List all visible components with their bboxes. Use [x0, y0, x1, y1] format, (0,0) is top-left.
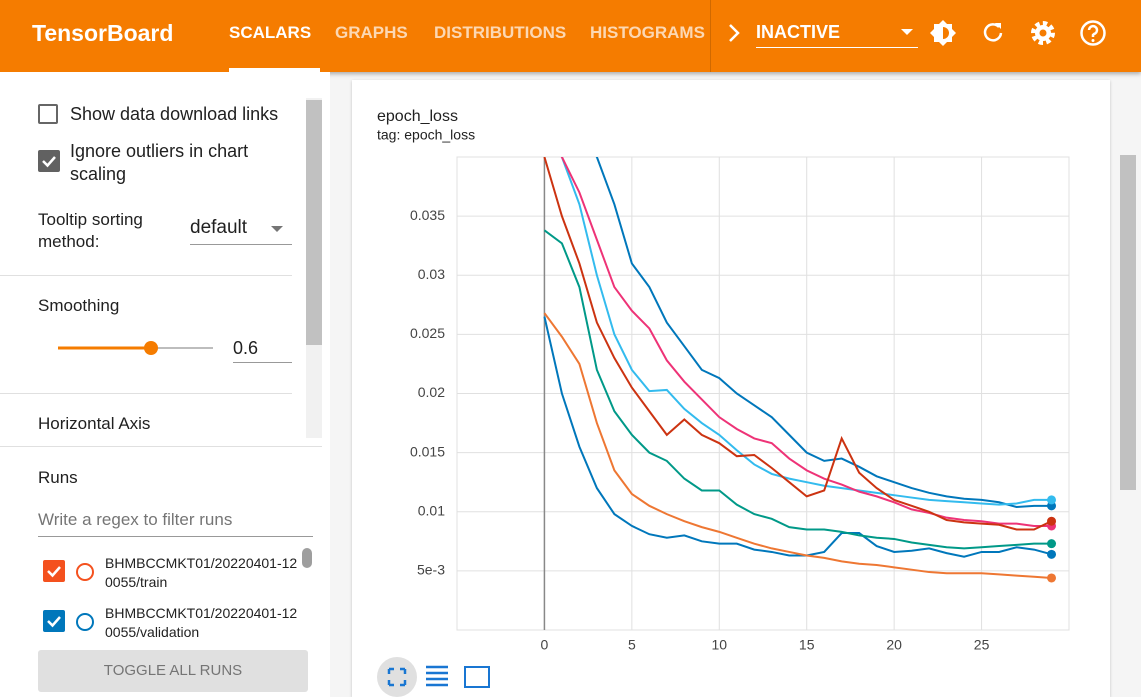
run-color — [76, 563, 94, 581]
x-tick-label: 25 — [974, 637, 990, 653]
series-line — [543, 312, 1052, 579]
last-point — [1047, 549, 1057, 559]
theme-button[interactable] — [928, 18, 958, 48]
tooltip-select[interactable]: default — [190, 217, 248, 238]
last-point — [1047, 573, 1057, 583]
plot-lines — [543, 157, 1057, 583]
tab[interactable]: HISTOGRAMS — [590, 23, 705, 42]
last-point — [1047, 516, 1057, 526]
page-scrollbar[interactable] — [1120, 155, 1136, 490]
y-tick-label: 0.01 — [418, 502, 445, 518]
tab[interactable]: SCALARS — [229, 23, 312, 42]
toolbar-bg — [377, 657, 417, 697]
x-tick-label: 10 — [711, 637, 727, 653]
y-tick-label: 0.015 — [410, 443, 445, 459]
expand-button[interactable] — [387, 667, 407, 687]
checkmark — [47, 616, 61, 628]
input-underline — [233, 362, 292, 363]
last-point — [1047, 539, 1057, 549]
separator — [0, 275, 292, 276]
checkbox-checked[interactable] — [38, 150, 60, 172]
runs-label: Runs — [38, 468, 78, 487]
smoothing-slider[interactable] — [50, 336, 220, 360]
y-tick-label: 0.02 — [418, 384, 445, 400]
separator — [0, 393, 292, 394]
y-tick-label: 5e-3 — [417, 562, 445, 578]
run-checkbox[interactable] — [43, 560, 67, 584]
series-line — [543, 229, 1052, 550]
y-tick-label: 0.035 — [410, 207, 445, 223]
app-title: TensorBoard — [32, 20, 174, 46]
tab-underline — [229, 68, 320, 72]
series-line — [543, 157, 1052, 531]
chart-toolbar — [377, 657, 490, 697]
select-underline — [190, 244, 292, 245]
run-checkbox[interactable] — [43, 610, 67, 634]
run-name: BHMBCCMKT01/20220401-120055/train — [105, 555, 298, 590]
separator — [0, 446, 322, 447]
slider-knob[interactable] — [144, 341, 158, 355]
dropdown-arrow[interactable] — [900, 27, 914, 37]
checkbox-fill — [43, 610, 65, 632]
filter-input[interactable]: Write a regex to filter runs — [38, 510, 233, 529]
run-color — [76, 613, 94, 631]
series-line — [560, 157, 1052, 506]
input-underline — [38, 536, 313, 537]
series-line — [560, 157, 1052, 527]
color-ring — [76, 563, 94, 581]
header: TensorBoard SCALARS GRAPHS DISTRIBUTIONS HI… — [0, 0, 1141, 72]
toggle-all-runs[interactable]: TOGGLE ALL RUNS — [38, 650, 308, 692]
smoothing-value[interactable]: 0.6 — [233, 338, 259, 358]
x-tick-label: 0 — [541, 637, 549, 653]
x-tick-label: 5 — [628, 637, 636, 653]
series-line — [595, 157, 1052, 509]
status-select[interactable]: INACTIVE — [756, 22, 841, 42]
horizontal-axis-label: Horizontal Axis — [38, 414, 151, 433]
chevron — [729, 24, 740, 42]
y-tick-label: 0.03 — [418, 266, 445, 282]
run-name: BHMBCCMKT01/20220401-120055/validation — [105, 605, 298, 640]
help-button[interactable] — [1078, 18, 1108, 48]
checkbox-label: Ignore outliers in chart scaling — [70, 141, 249, 184]
reload-button[interactable] — [979, 18, 1007, 46]
tab[interactable]: DISTRIBUTIONS — [434, 23, 567, 42]
checkmark — [47, 566, 61, 578]
last-point — [1047, 495, 1057, 505]
smoothing-label: Smoothing — [38, 296, 120, 315]
chart-subtitle: tag: epoch_loss — [377, 127, 475, 143]
chart-title: epoch_loss — [377, 108, 458, 125]
log-scale-button[interactable] — [426, 665, 448, 687]
checkbox[interactable] — [38, 104, 58, 124]
runs-scrollbar[interactable] — [302, 548, 312, 568]
color-ring — [76, 613, 94, 631]
tooltip-label: Tooltip sorting method: — [38, 210, 143, 251]
select-underline — [756, 47, 918, 48]
scrollbar — [306, 98, 322, 438]
x-tick-label: 20 — [886, 637, 902, 653]
checkbox-label: Show data download links — [70, 104, 279, 124]
dropdown-arrow[interactable] — [270, 225, 284, 233]
divider — [710, 0, 711, 72]
settings-button[interactable] — [1028, 18, 1058, 48]
scrollbar-thumb[interactable] — [306, 100, 322, 345]
x-tick-label: 15 — [799, 637, 815, 653]
series-line — [543, 316, 1052, 558]
y-tick-label: 0.025 — [410, 325, 445, 341]
tab[interactable]: GRAPHS — [335, 23, 408, 42]
checkbox-fill — [43, 560, 65, 582]
sidebar: Show data download links Ignore outliers… — [0, 72, 330, 697]
fit-domain-button[interactable] — [464, 666, 490, 688]
